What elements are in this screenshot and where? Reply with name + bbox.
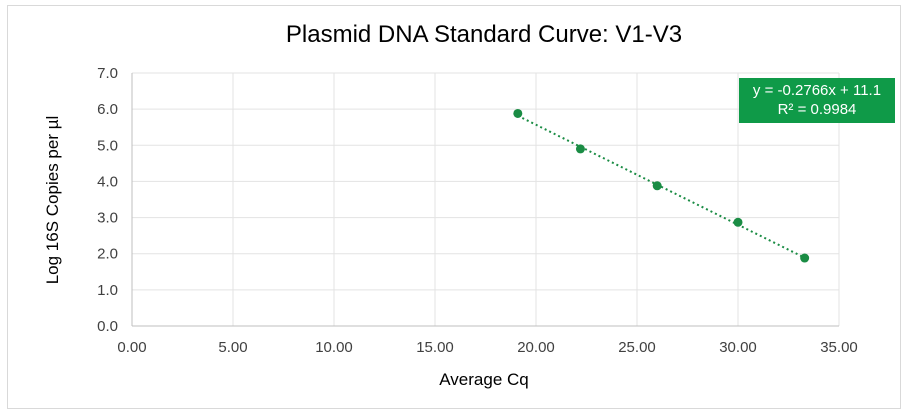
chart-title: Plasmid DNA Standard Curve: V1-V3 [286, 21, 682, 48]
equation-box [739, 78, 895, 123]
x-tick-label: 10.00 [315, 339, 353, 356]
y-tick-label: 0.0 [97, 318, 118, 335]
x-axis-label: Average Cq [439, 370, 528, 389]
equation-text: y = -0.2766x + 11.1 [753, 82, 881, 99]
data-points [513, 108, 810, 263]
equation-label: y = -0.2766x + 11.1 R² = 0.9984 [739, 78, 895, 123]
r-squared-text: R² = 0.9984 [778, 101, 857, 118]
data-point [575, 144, 585, 154]
x-tick-label: 30.00 [719, 339, 757, 356]
x-tick-label: 5.00 [218, 339, 247, 356]
y-tick-label: 2.0 [97, 246, 118, 263]
axes [131, 73, 839, 327]
data-point [513, 108, 523, 118]
y-tick-label: 1.0 [97, 282, 118, 299]
x-tick-label: 15.00 [416, 339, 454, 356]
data-point [800, 253, 810, 263]
x-tick-label: 25.00 [618, 339, 656, 356]
y-tick-label: 5.0 [97, 137, 118, 154]
y-tick-label: 3.0 [97, 210, 118, 227]
x-tick-label: 0.00 [117, 339, 146, 356]
data-point [733, 217, 743, 227]
y-tick-label: 4.0 [97, 173, 118, 190]
y-tick-label: 7.0 [97, 65, 118, 82]
tick-labels: 0.0 1.0 2.0 3.0 4.0 5.0 6.0 7.0 0.00 5.00 10.00 15.… [97, 65, 858, 356]
x-tick-label: 35.00 [820, 339, 858, 356]
chart-frame [7, 5, 901, 409]
y-axis-label: Log 16S Copies per µl [43, 116, 62, 285]
y-tick-label: 6.0 [97, 101, 118, 118]
x-tick-label: 20.00 [517, 339, 555, 356]
data-point [652, 181, 662, 191]
gridlines [132, 72, 840, 326]
